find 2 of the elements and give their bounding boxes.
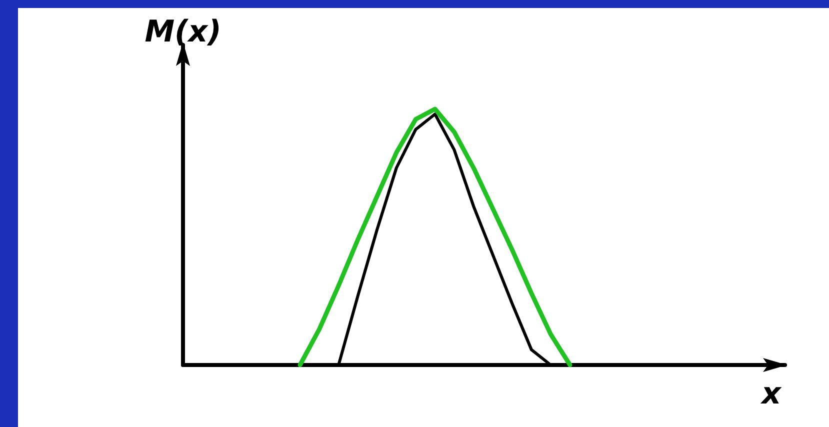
text: x xyxy=(760,376,783,412)
y-axis-title: M(x) xyxy=(144,14,222,50)
